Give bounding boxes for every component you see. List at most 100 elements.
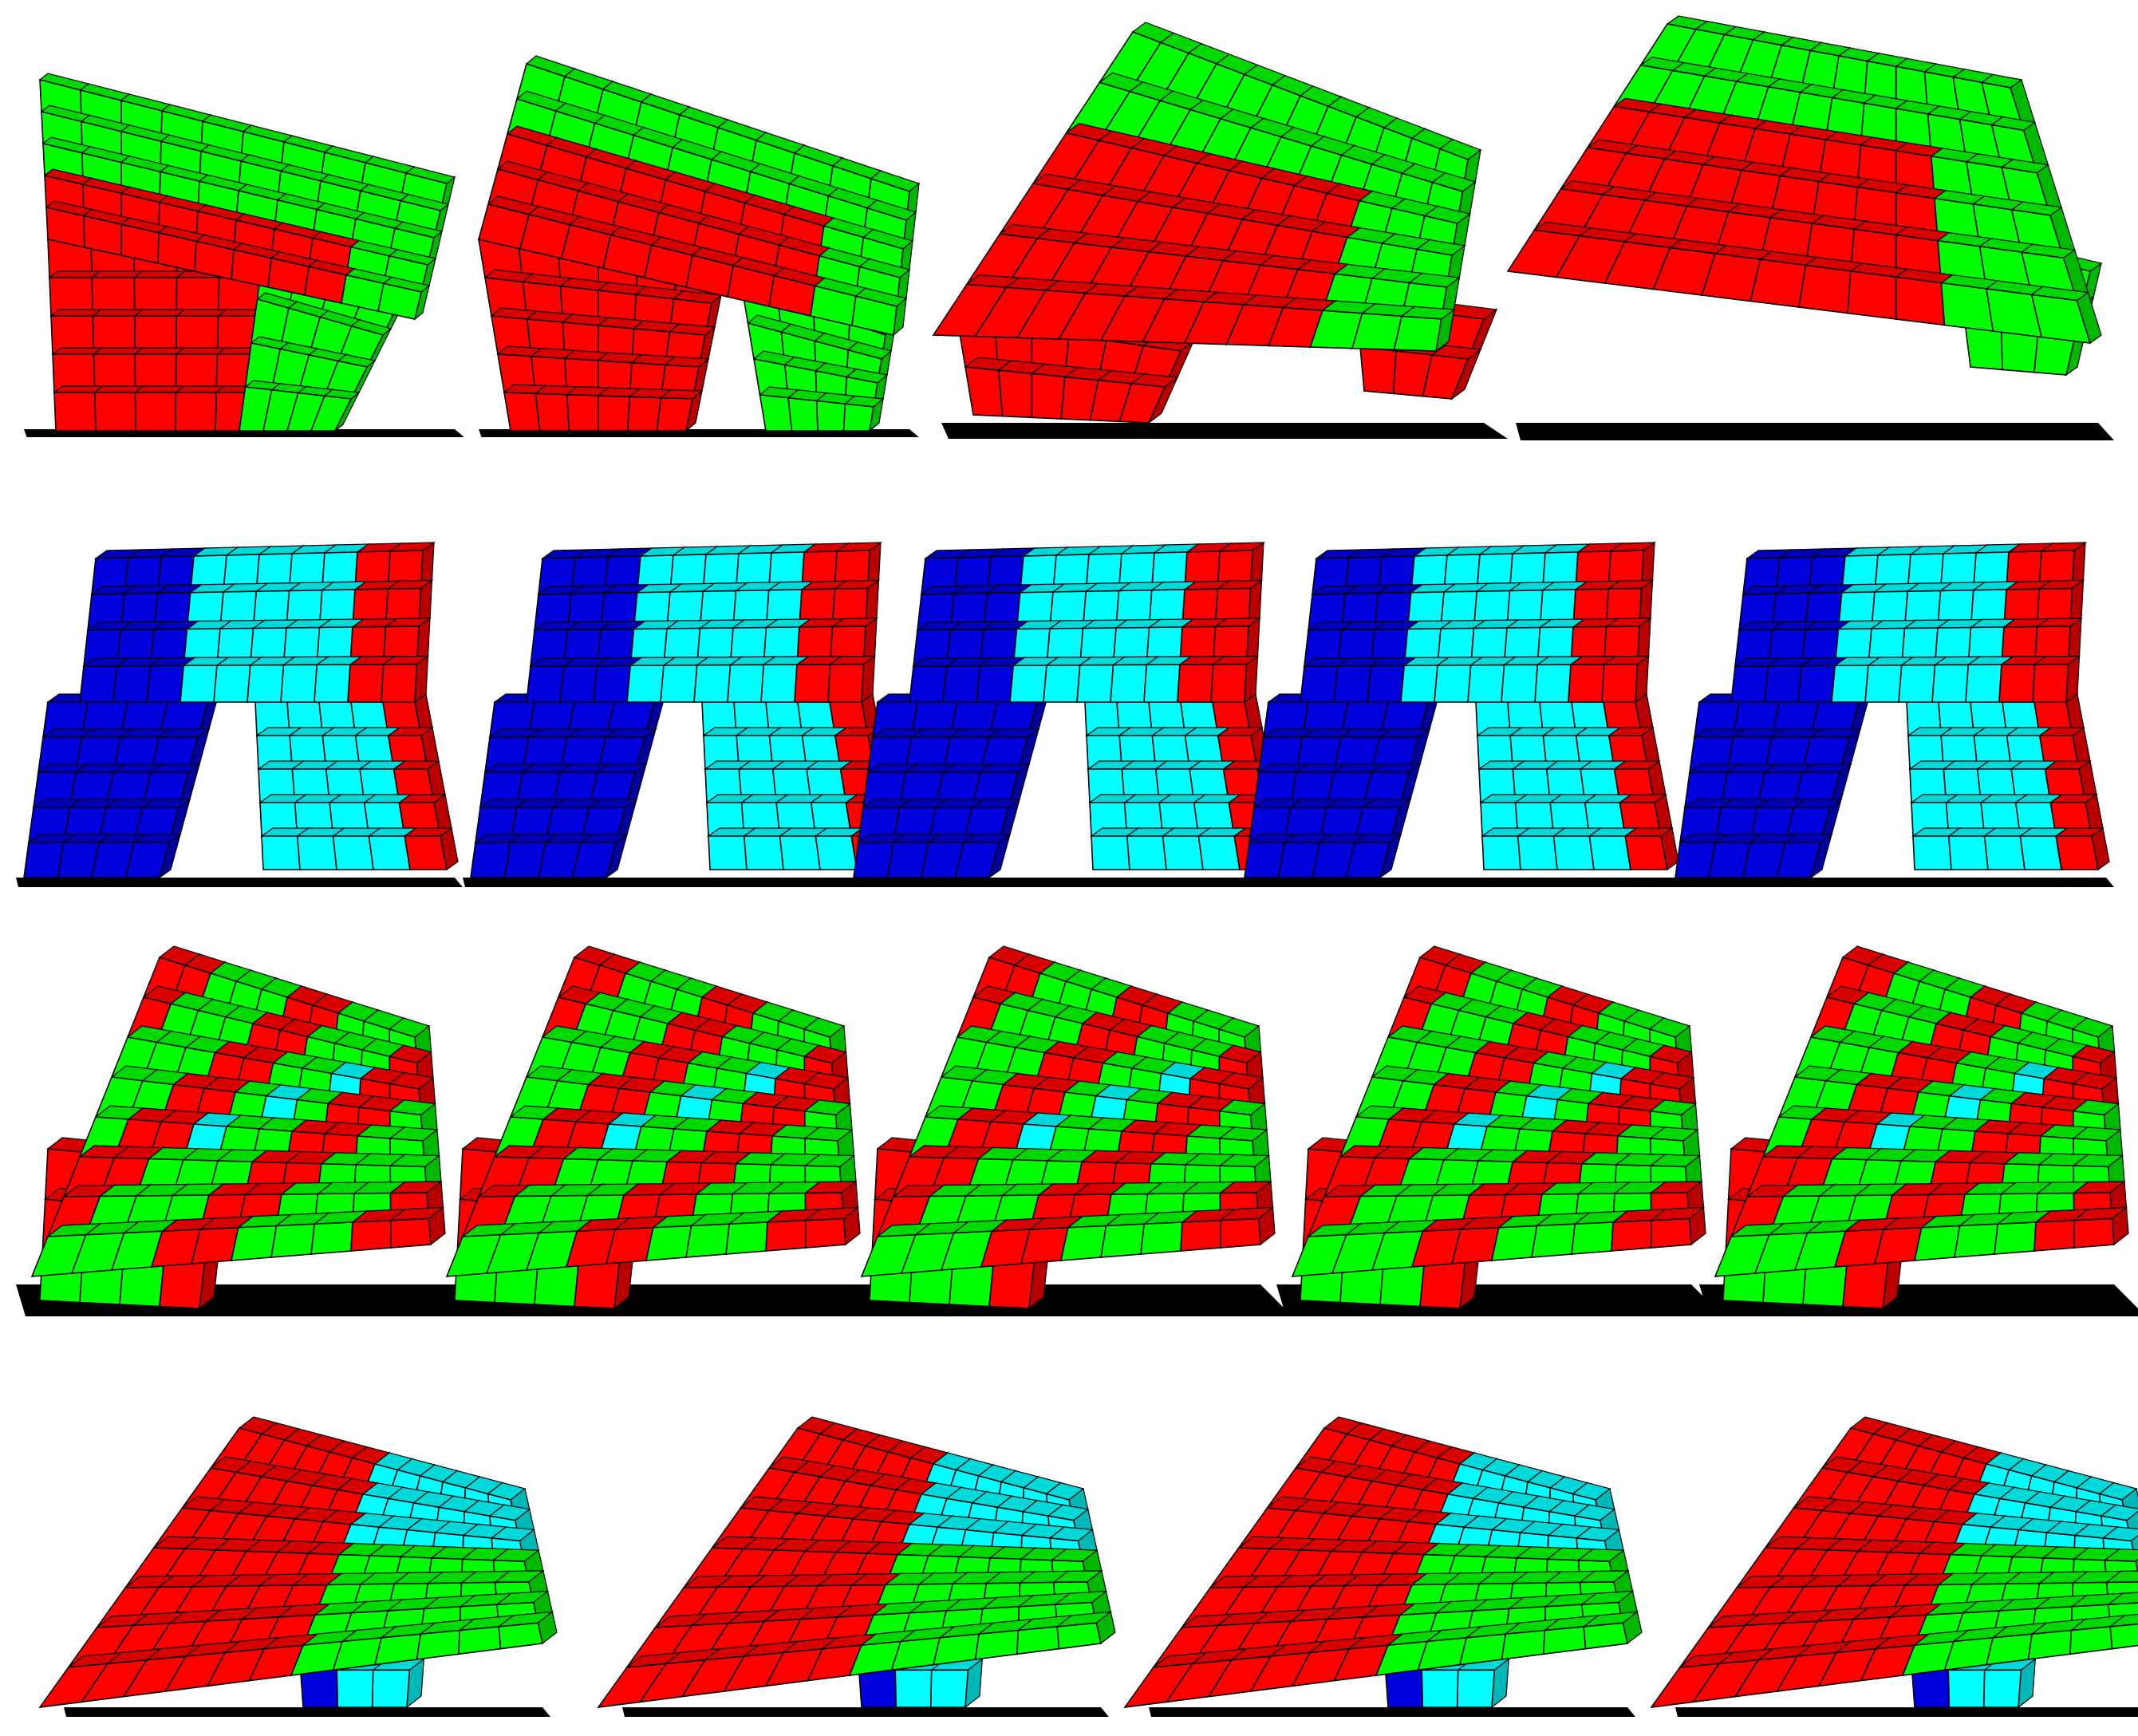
cube-face xyxy=(1994,1221,2037,1255)
cube-face xyxy=(566,393,599,432)
cube-face xyxy=(350,1219,392,1252)
ground-shadow xyxy=(64,1707,550,1717)
cube-face xyxy=(1143,664,1181,703)
cube-face xyxy=(1384,1669,1424,1708)
cube-face xyxy=(1458,1633,1507,1666)
cube-face xyxy=(1931,664,1970,703)
cube-face xyxy=(760,664,798,703)
cube-face xyxy=(1898,664,1936,703)
cube-face xyxy=(79,665,118,703)
cube-face xyxy=(1846,270,1897,320)
cube-face xyxy=(1434,664,1472,703)
cube-face xyxy=(332,835,374,870)
robot-3-2 xyxy=(431,945,878,1316)
cube-face xyxy=(2032,663,2069,703)
robot-2-5 xyxy=(1667,541,2114,887)
cube-face xyxy=(134,392,177,432)
ground-shadow xyxy=(622,1707,1109,1717)
cube-face xyxy=(1456,1669,1496,1708)
cube-face xyxy=(1210,663,1248,703)
cube-face xyxy=(1675,842,1716,878)
cube-face xyxy=(964,366,1004,417)
ground-shadow xyxy=(941,423,1508,439)
cube-face xyxy=(1031,373,1066,420)
ground-shadow xyxy=(16,878,463,887)
cube-face xyxy=(656,397,693,432)
cube-face xyxy=(743,835,784,870)
cube-top xyxy=(48,270,101,278)
cube-face xyxy=(314,664,351,703)
cube-face xyxy=(815,400,846,432)
robot-1-2 xyxy=(477,55,921,437)
robot-2-4 xyxy=(1237,541,1683,887)
cube-face xyxy=(997,369,1033,419)
cube-face xyxy=(1421,1669,1459,1708)
cube-face xyxy=(270,1223,316,1258)
cube-face xyxy=(1219,1217,1261,1249)
cube-face xyxy=(685,1223,731,1258)
cube-face xyxy=(571,842,617,878)
cube-face xyxy=(2073,1217,2115,1249)
ground-shadow xyxy=(463,878,909,887)
cube-face xyxy=(389,1217,432,1249)
cube-face xyxy=(1601,663,1639,703)
robot-3-5 xyxy=(1699,945,2138,1316)
cube-face xyxy=(280,664,318,703)
cube-face xyxy=(1481,835,1521,870)
robot-1-3 xyxy=(932,22,1508,439)
robot-3-4 xyxy=(1276,945,1723,1316)
cube-face xyxy=(929,1669,969,1708)
cube-face xyxy=(559,665,598,703)
robot-4-1 xyxy=(38,1416,558,1717)
cube-face xyxy=(1467,664,1505,703)
cube-face xyxy=(827,663,865,703)
ground-shadow xyxy=(1667,878,2114,887)
cube-face xyxy=(1624,835,1668,870)
cube-face xyxy=(894,1669,933,1708)
robot-4-3 xyxy=(1123,1416,1643,1717)
cube-face xyxy=(1797,665,1836,703)
cube-face xyxy=(1300,665,1339,703)
cube-face xyxy=(296,835,337,870)
cube-face xyxy=(213,664,251,703)
cube-face xyxy=(1400,665,1438,703)
cube-face xyxy=(1359,346,1397,395)
cube-face xyxy=(1367,665,1406,703)
cube-face xyxy=(179,665,218,703)
cube-face xyxy=(1864,664,1903,703)
cube-face xyxy=(1998,663,2036,703)
cube-face xyxy=(708,835,748,870)
cube-face xyxy=(1043,664,1081,703)
cube-face xyxy=(416,1629,461,1660)
ground-shadow xyxy=(1675,1707,2138,1717)
cube-face xyxy=(954,842,1000,878)
cube-face xyxy=(851,295,897,336)
cube-face xyxy=(534,393,570,432)
cube-face xyxy=(1059,1225,1107,1261)
cube-face xyxy=(626,396,662,432)
cube-face xyxy=(1177,663,1214,703)
cube-face xyxy=(404,835,448,870)
ground-shadow xyxy=(1237,878,1683,887)
cube-face xyxy=(909,665,948,703)
ground-shadow xyxy=(1516,423,2114,440)
cube-face xyxy=(1776,842,1822,878)
cube-face xyxy=(2033,334,2075,376)
cube-face xyxy=(1912,835,1952,870)
cube-face xyxy=(725,1221,768,1255)
cube-face xyxy=(1954,1223,1999,1258)
ground-shadow xyxy=(1149,1707,1635,1717)
cube-face xyxy=(1911,1669,1951,1708)
cube-face xyxy=(1393,315,1442,352)
cube-face xyxy=(381,663,418,703)
cube-face xyxy=(2069,1626,2113,1655)
cube-face xyxy=(247,664,285,703)
cube-face xyxy=(1730,665,1769,703)
cube-face xyxy=(779,835,821,870)
cube-face xyxy=(347,663,385,703)
cube-face xyxy=(1552,835,1595,870)
cube-face xyxy=(1534,664,1572,703)
cube-face xyxy=(175,392,218,432)
